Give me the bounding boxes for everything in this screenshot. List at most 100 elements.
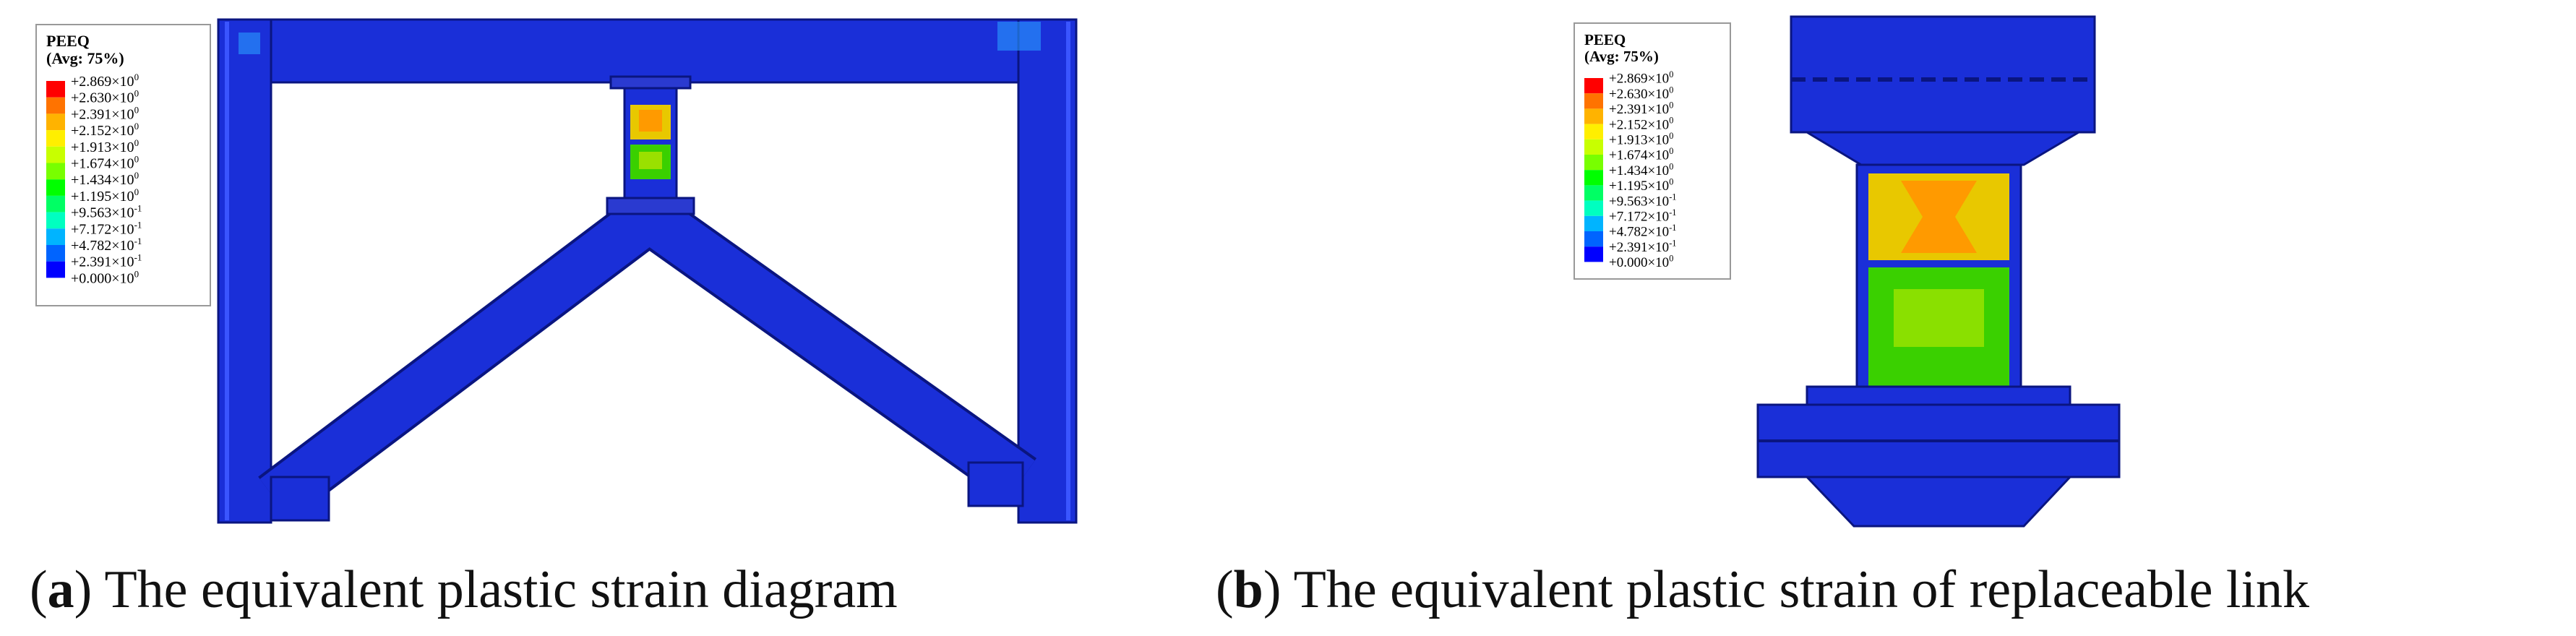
legend-mantissa: +1.434×10	[71, 172, 134, 188]
legend-mantissa: +1.434×10	[1609, 163, 1669, 179]
legend-swatch	[46, 228, 65, 245]
legend-mantissa: +2.869×10	[1609, 72, 1669, 87]
legend-label: +1.434×100	[71, 170, 139, 188]
legend-label: +2.630×100	[1609, 85, 1673, 102]
legend-label: +0.000×100	[71, 268, 139, 286]
legend-swatch	[46, 81, 65, 98]
legend-exponent: 0	[134, 170, 139, 181]
caption-text: ) The equivalent plastic strain diagram	[74, 560, 898, 619]
legend-mantissa: +1.674×10	[71, 156, 134, 172]
legend-exponent: -1	[1669, 207, 1676, 218]
legend-swatch	[1584, 155, 1603, 171]
legend-label: +1.674×100	[1609, 146, 1673, 163]
legend-swatch	[1584, 139, 1603, 155]
legend-swatch	[46, 113, 65, 131]
legend-swatch	[46, 97, 65, 114]
legend-exponent: -1	[1669, 238, 1676, 248]
legend-mantissa: +7.172×10	[1609, 209, 1669, 224]
caption-text: ) The equivalent plastic strain of repla…	[1263, 560, 2309, 619]
legend-label: +1.913×100	[71, 137, 139, 155]
caption-letter: a	[48, 560, 74, 619]
legend-mantissa: +2.391×10	[1609, 102, 1669, 117]
legend-mantissa: +1.195×10	[71, 189, 134, 205]
legend-exponent: 0	[134, 104, 139, 115]
legend-exponent: 0	[134, 154, 139, 165]
fea-link	[1756, 15, 2121, 528]
legend-mantissa: +7.172×10	[71, 221, 134, 237]
legend-mantissa: +2.630×10	[1609, 87, 1669, 102]
legend-swatch	[1584, 200, 1603, 216]
legend-label: +4.782×10-1	[1609, 223, 1676, 240]
legend-mantissa: +2.391×10	[71, 254, 134, 270]
legend-swatch	[46, 146, 65, 163]
legend-exponent: -1	[134, 219, 142, 230]
legend-label: +2.152×100	[71, 121, 139, 139]
legend-label: +2.869×100	[1609, 69, 1673, 87]
legend-mantissa: +2.391×10	[1609, 240, 1669, 255]
legend-label: +4.782×10-1	[71, 236, 142, 254]
legend-label: +1.195×100	[71, 186, 139, 205]
legend-label: +2.869×100	[71, 72, 139, 90]
legend-swatch	[46, 179, 65, 196]
legend-label: +9.563×10-1	[1609, 192, 1676, 210]
legend-exponent: -1	[1669, 223, 1676, 233]
legend-swatch	[1584, 124, 1603, 139]
legend-exponent: 0	[1669, 131, 1673, 141]
legend-swatch	[46, 163, 65, 180]
legend-mantissa: +0.000×10	[71, 270, 134, 286]
legend-mantissa: +0.000×10	[1609, 255, 1669, 270]
legend-mantissa: +2.391×10	[71, 106, 134, 122]
legend-swatch	[1584, 78, 1603, 94]
legend-mantissa: +2.152×10	[1609, 117, 1669, 132]
legend-swatch	[46, 245, 65, 262]
legend-swatch	[46, 130, 65, 147]
legend-exponent: 0	[1669, 85, 1673, 95]
legend-title: PEEQ	[1584, 31, 1626, 48]
legend-exponent: -1	[1669, 192, 1676, 202]
legend-exponent: 0	[1669, 253, 1673, 263]
legend-label: +2.391×100	[71, 104, 139, 122]
legend-label: +2.152×100	[1609, 116, 1673, 133]
legend-exponent: -1	[134, 236, 142, 246]
legend-exponent: 0	[1669, 176, 1673, 186]
legend-exponent: 0	[1669, 146, 1673, 156]
caption: (b) The equivalent plastic strain of rep…	[1216, 560, 2309, 619]
caption-open: (	[30, 560, 48, 619]
legend-mantissa: +1.195×10	[1609, 179, 1669, 194]
legend-swatch	[46, 212, 65, 229]
legend-title: PEEQ	[46, 32, 90, 50]
legend-exponent: 0	[134, 88, 139, 99]
legend-mantissa: +4.782×10	[71, 238, 134, 254]
legend-exponent: 0	[134, 268, 139, 279]
legend-label: +7.172×10-1	[71, 219, 142, 237]
legend-exponent: 0	[134, 121, 139, 132]
legend-swatch	[1584, 185, 1603, 201]
legend-mantissa: +9.563×10	[71, 205, 134, 221]
legend-exponent: 0	[134, 72, 139, 82]
legend-mantissa: +1.913×10	[71, 139, 134, 155]
legend: PEEQ(Avg: 75%)+2.869×100+2.630×100+2.391…	[1573, 22, 1731, 280]
legend-label: +0.000×100	[1609, 253, 1673, 270]
legend-label: +2.391×10-1	[1609, 238, 1676, 255]
legend-label: +1.434×100	[1609, 161, 1673, 179]
legend: PEEQ(Avg: 75%)+2.869×100+2.630×100+2.391…	[35, 24, 211, 306]
legend-exponent: 0	[134, 137, 139, 148]
legend-exponent: -1	[134, 252, 142, 263]
legend-subtitle: (Avg: 75%)	[1584, 48, 1659, 65]
legend-swatch	[1584, 246, 1603, 262]
legend-label: +2.391×10-1	[71, 252, 142, 270]
legend-label: +1.195×100	[1609, 176, 1673, 194]
caption-open: (	[1216, 560, 1234, 619]
legend-mantissa: +2.630×10	[71, 90, 134, 106]
legend-swatch	[1584, 108, 1603, 124]
legend-exponent: 0	[1669, 69, 1673, 80]
legend-mantissa: +1.913×10	[1609, 132, 1669, 147]
legend-box	[35, 24, 211, 306]
legend-label: +2.630×100	[71, 88, 139, 106]
fea-frame	[217, 18, 1078, 524]
legend-mantissa: +2.869×10	[71, 74, 134, 90]
legend-exponent: 0	[1669, 116, 1673, 126]
legend-label: +1.674×100	[71, 154, 139, 172]
